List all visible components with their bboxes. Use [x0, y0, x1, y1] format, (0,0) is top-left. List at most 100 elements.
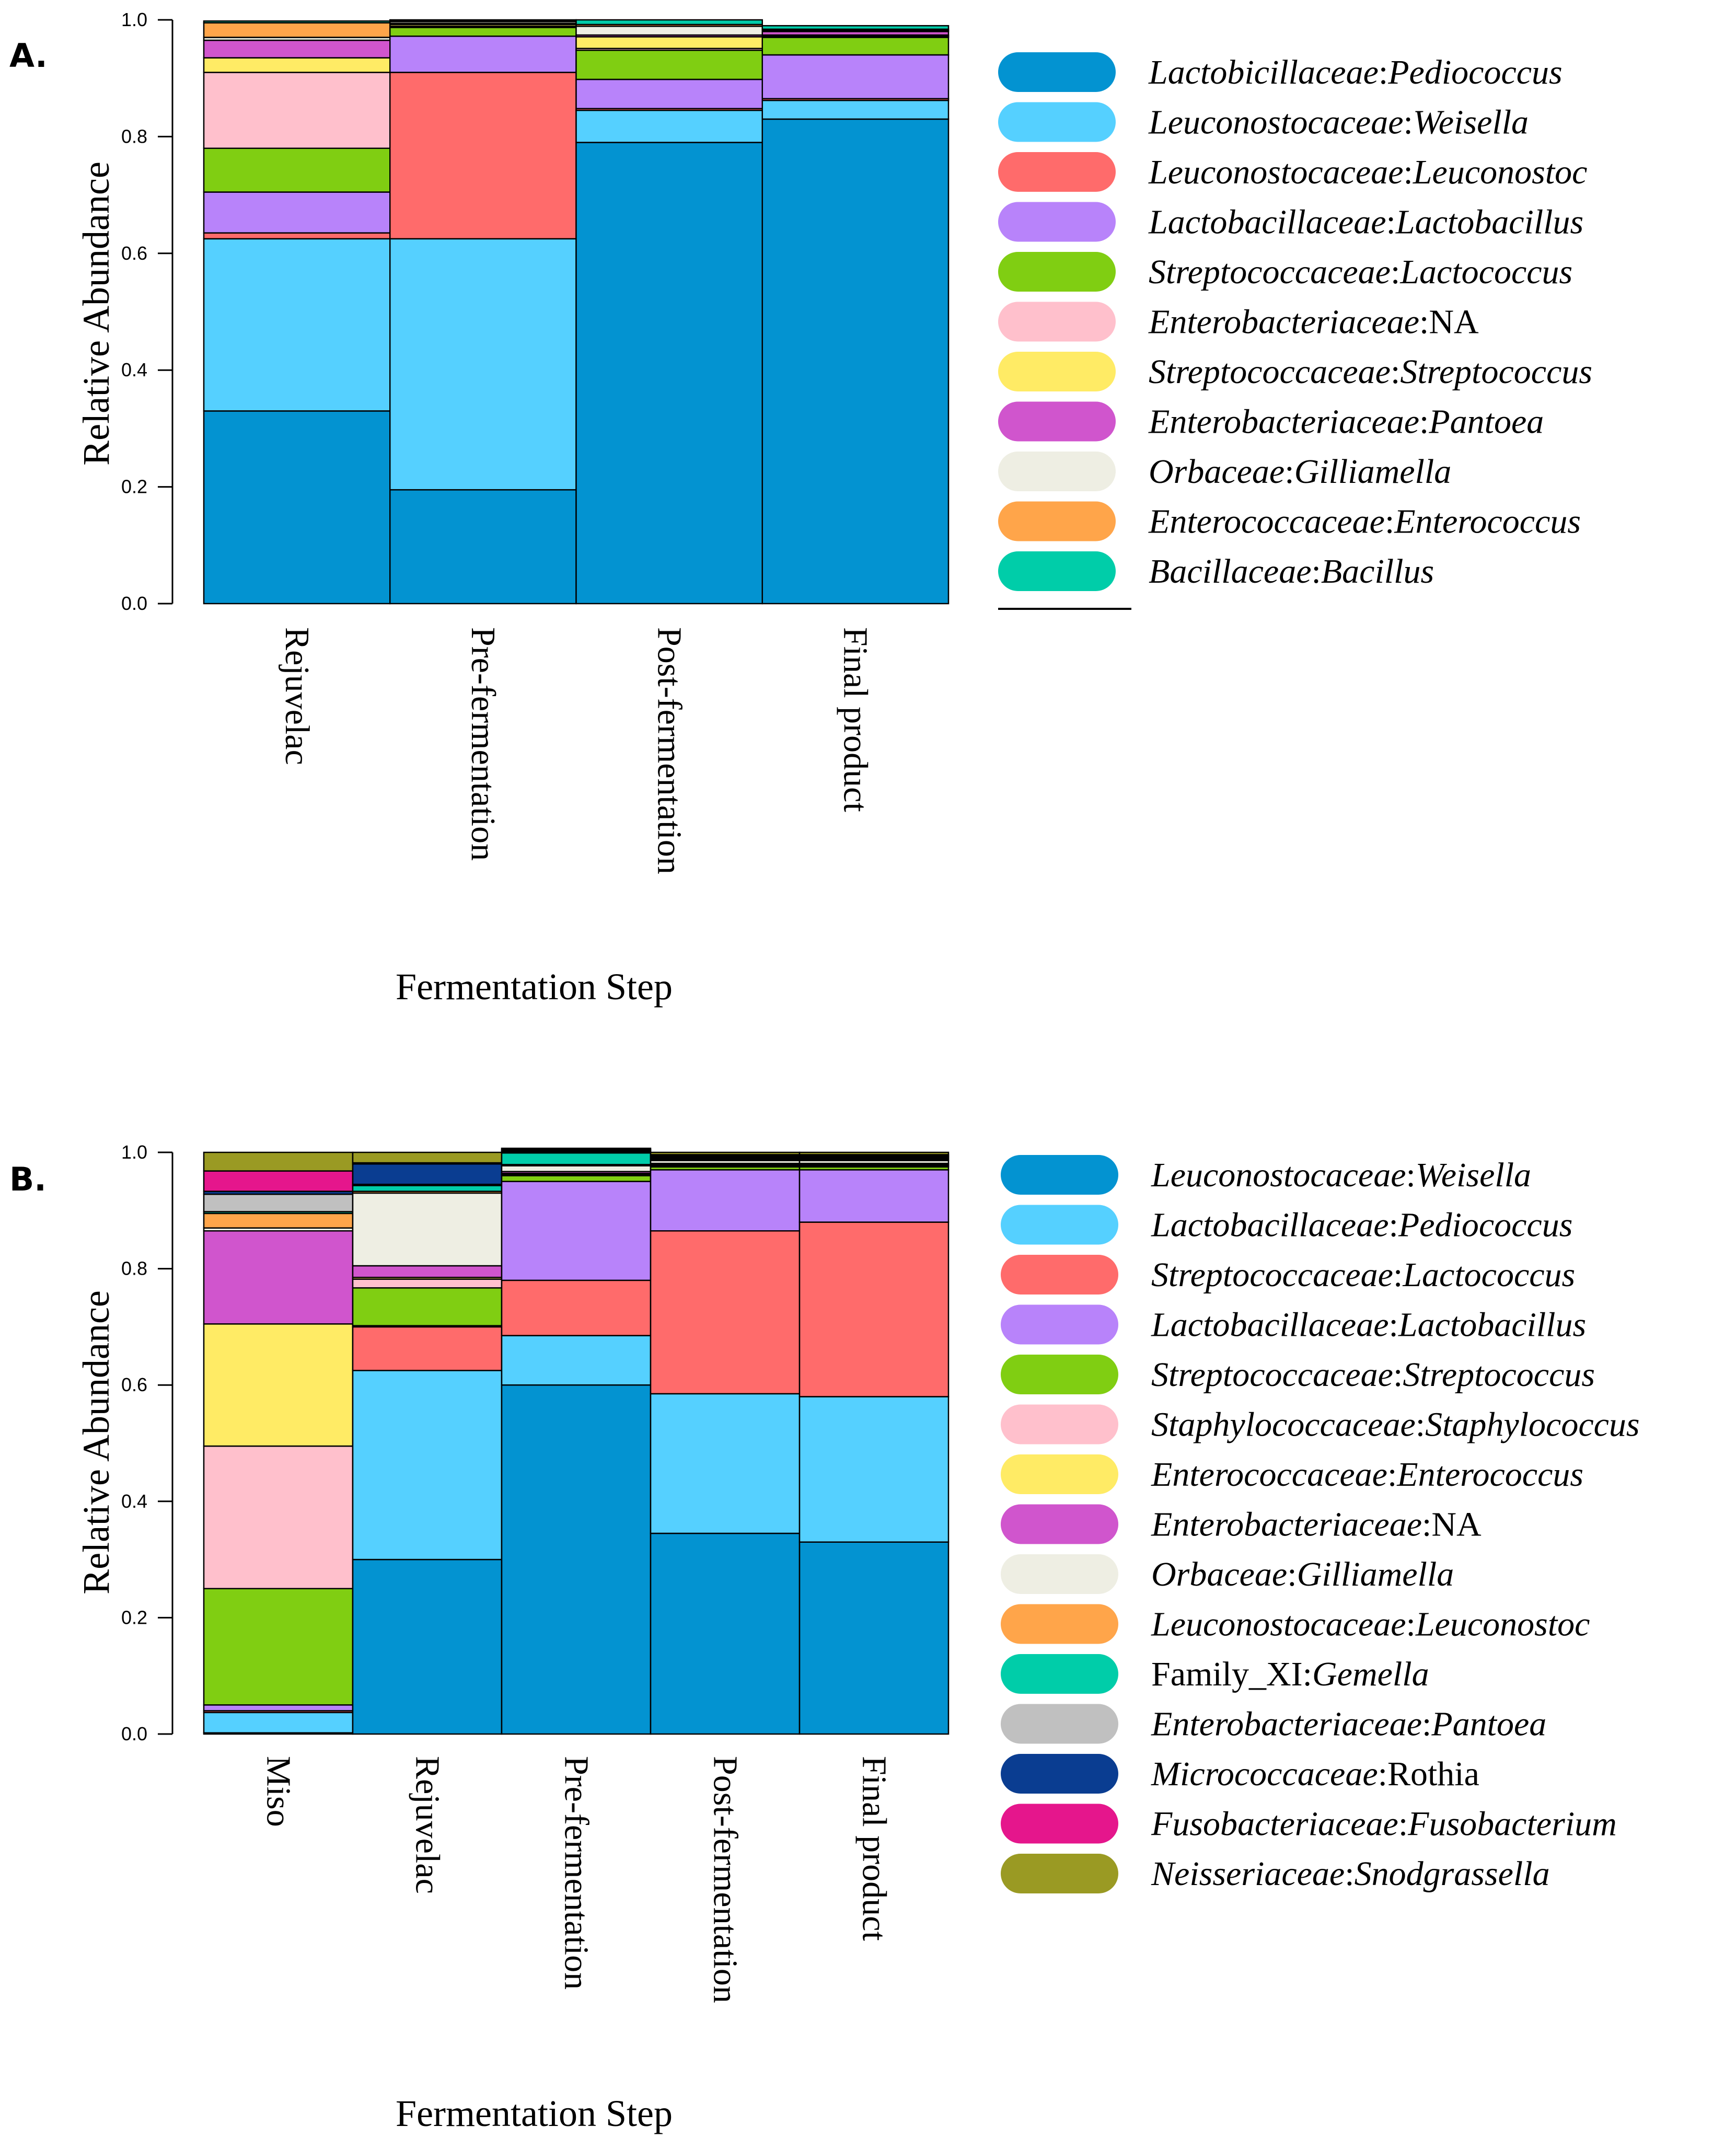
legend-family: Enterococcaceae: [1148, 503, 1385, 541]
y-axis: 0.0 0.2 0.4 0.6 0.8 1.0: [121, 9, 173, 614]
y-tick-label: 0.6: [121, 1374, 147, 1395]
legend-separator: :: [1287, 1555, 1297, 1593]
bar-segment: [501, 1181, 652, 1281]
bar-segment: [203, 238, 391, 412]
legend-swatch: [1001, 1205, 1118, 1245]
bar-segment: [389, 27, 577, 37]
legend-swatch: [1001, 1355, 1118, 1394]
legend-swatch: [998, 152, 1116, 192]
legend-family: Streptococcaceae: [1151, 1256, 1393, 1294]
legend-family: Staphylococcaceae: [1151, 1406, 1416, 1444]
category-label: Final product: [855, 1756, 893, 1941]
legend-genus: NA: [1431, 1506, 1482, 1544]
category-label: Rejuvelac: [278, 627, 316, 765]
bar-segment: [501, 1384, 652, 1735]
legend-family: Lactobicillaceae: [1148, 53, 1379, 91]
legend-family: Enterobacteriaceae: [1148, 403, 1419, 441]
legend-separator: :: [1422, 1705, 1431, 1743]
legend-swatch: [1001, 1554, 1118, 1594]
legend-label: Enterobacteriaceae:NA: [1151, 1506, 1482, 1544]
legend-label: Streptococcaceae:Streptococcus: [1149, 353, 1592, 391]
bar-segment: [203, 1230, 354, 1325]
bar-segment: [761, 54, 950, 100]
stacked-bars: [203, 19, 950, 605]
bar-segment: [575, 36, 763, 49]
bar-segment: [389, 19, 577, 22]
legend-separator: :: [1387, 1455, 1397, 1494]
legend-family: Enterobacteriaceae: [1151, 1506, 1422, 1544]
legend-swatch: [998, 352, 1116, 391]
legend-family: Neisseriaceae: [1151, 1855, 1345, 1893]
y-tick-label: 0.0: [121, 1723, 147, 1744]
legend-genus: Lactococcus: [1399, 253, 1572, 291]
legend-family: Lactobacillaceae: [1151, 1206, 1389, 1244]
legend-genus: Enterococcus: [1394, 503, 1581, 541]
bar-segment: [501, 1335, 652, 1386]
legend-separator: :: [1419, 403, 1429, 441]
legend-family: Streptococcaceae: [1151, 1356, 1393, 1394]
legend-swatch: [1001, 1604, 1118, 1644]
legend-genus: Gilliamella: [1294, 453, 1452, 491]
bar-segment: [501, 1152, 652, 1165]
stacked-bars: [203, 1147, 950, 1735]
bar-segment: [203, 1712, 354, 1734]
bar-segment: [650, 1230, 801, 1395]
legend-swatch: [998, 252, 1116, 292]
legend-separator: :: [1419, 303, 1429, 341]
bar-segment: [575, 26, 763, 36]
legend-label: Enterobacteriaceae:NA: [1148, 303, 1479, 341]
bar-segment: [203, 1151, 354, 1172]
legend-label: Family_XI:Gemella: [1151, 1655, 1429, 1693]
legend-family: Lactobacillaceae: [1151, 1306, 1389, 1344]
legend-label: Streptococcaceae:Lactococcus: [1151, 1256, 1575, 1294]
legend-family: Streptococcaceae: [1149, 253, 1391, 291]
y-tick-label: 0.2: [121, 1607, 147, 1628]
bar-segment: [203, 1445, 354, 1589]
bar-segment: [203, 39, 391, 59]
legend-swatch: [1001, 1404, 1118, 1444]
y-tick-label: 0.6: [121, 242, 147, 264]
legend-label: Fusobacteriaceae:Fusobacterium: [1151, 1805, 1617, 1843]
legend-swatch: [998, 551, 1116, 591]
legend-swatch: [998, 202, 1116, 242]
bar-segment: [761, 118, 950, 605]
legend-label: Staphylococcaceae:Staphylococcus: [1151, 1406, 1640, 1444]
legend-genus: Leuconostoc: [1413, 153, 1588, 191]
legend-separator: :: [1406, 1156, 1416, 1194]
category-label: Final product: [837, 627, 875, 812]
bar-segment: [389, 72, 577, 240]
bar-segment: [575, 78, 763, 110]
bar-segment: [203, 1323, 354, 1447]
y-tick-label: 0.4: [121, 359, 147, 380]
legend-genus: Streptococcus: [1403, 1356, 1595, 1394]
y-tick-label: 0.2: [121, 476, 147, 498]
bar-segment: [761, 25, 950, 30]
bar-segment: [203, 147, 391, 193]
legend-genus: Snodgrassella: [1355, 1855, 1550, 1893]
legend-family: Enterobacteriaceae: [1151, 1705, 1422, 1743]
legend-genus: Pediococcus: [1398, 1206, 1573, 1244]
category-label: Miso: [259, 1756, 297, 1827]
legend-family: Lactobacillaceae: [1148, 203, 1386, 241]
legend-family: Leuconostocaceae: [1151, 1156, 1406, 1194]
legend-label: Leuconostocaceae:Weisella: [1148, 103, 1529, 142]
bar-segment: [352, 1558, 503, 1735]
legend-swatch: [998, 501, 1116, 541]
category-labels: Rejuvelac Pre-fermentation Post-fermentati…: [278, 627, 875, 874]
legend-swatch: [1001, 1804, 1118, 1844]
legend-separator: :: [1391, 253, 1400, 291]
bar-segment: [352, 1163, 503, 1185]
y-tick-label: 1.0: [121, 1141, 147, 1163]
bar-segment: [798, 1221, 950, 1397]
legend-separator: :: [1416, 1406, 1425, 1444]
legend-label: Micrococcaceae:Rothia: [1151, 1755, 1479, 1793]
legend-family: Orbaceae: [1149, 453, 1284, 491]
bar-segment: [575, 109, 763, 143]
legend-swatch: [1001, 1155, 1118, 1195]
legend-separator: :: [1345, 1855, 1354, 1893]
x-axis-title: Fermentation Step: [396, 2093, 673, 2134]
legend-label: Leuconostocaceae:Leuconostoc: [1151, 1605, 1590, 1644]
bar-segment: [203, 72, 391, 149]
legend-swatch: [1001, 1255, 1118, 1295]
legend-family: Leuconostocaceae: [1151, 1605, 1406, 1644]
